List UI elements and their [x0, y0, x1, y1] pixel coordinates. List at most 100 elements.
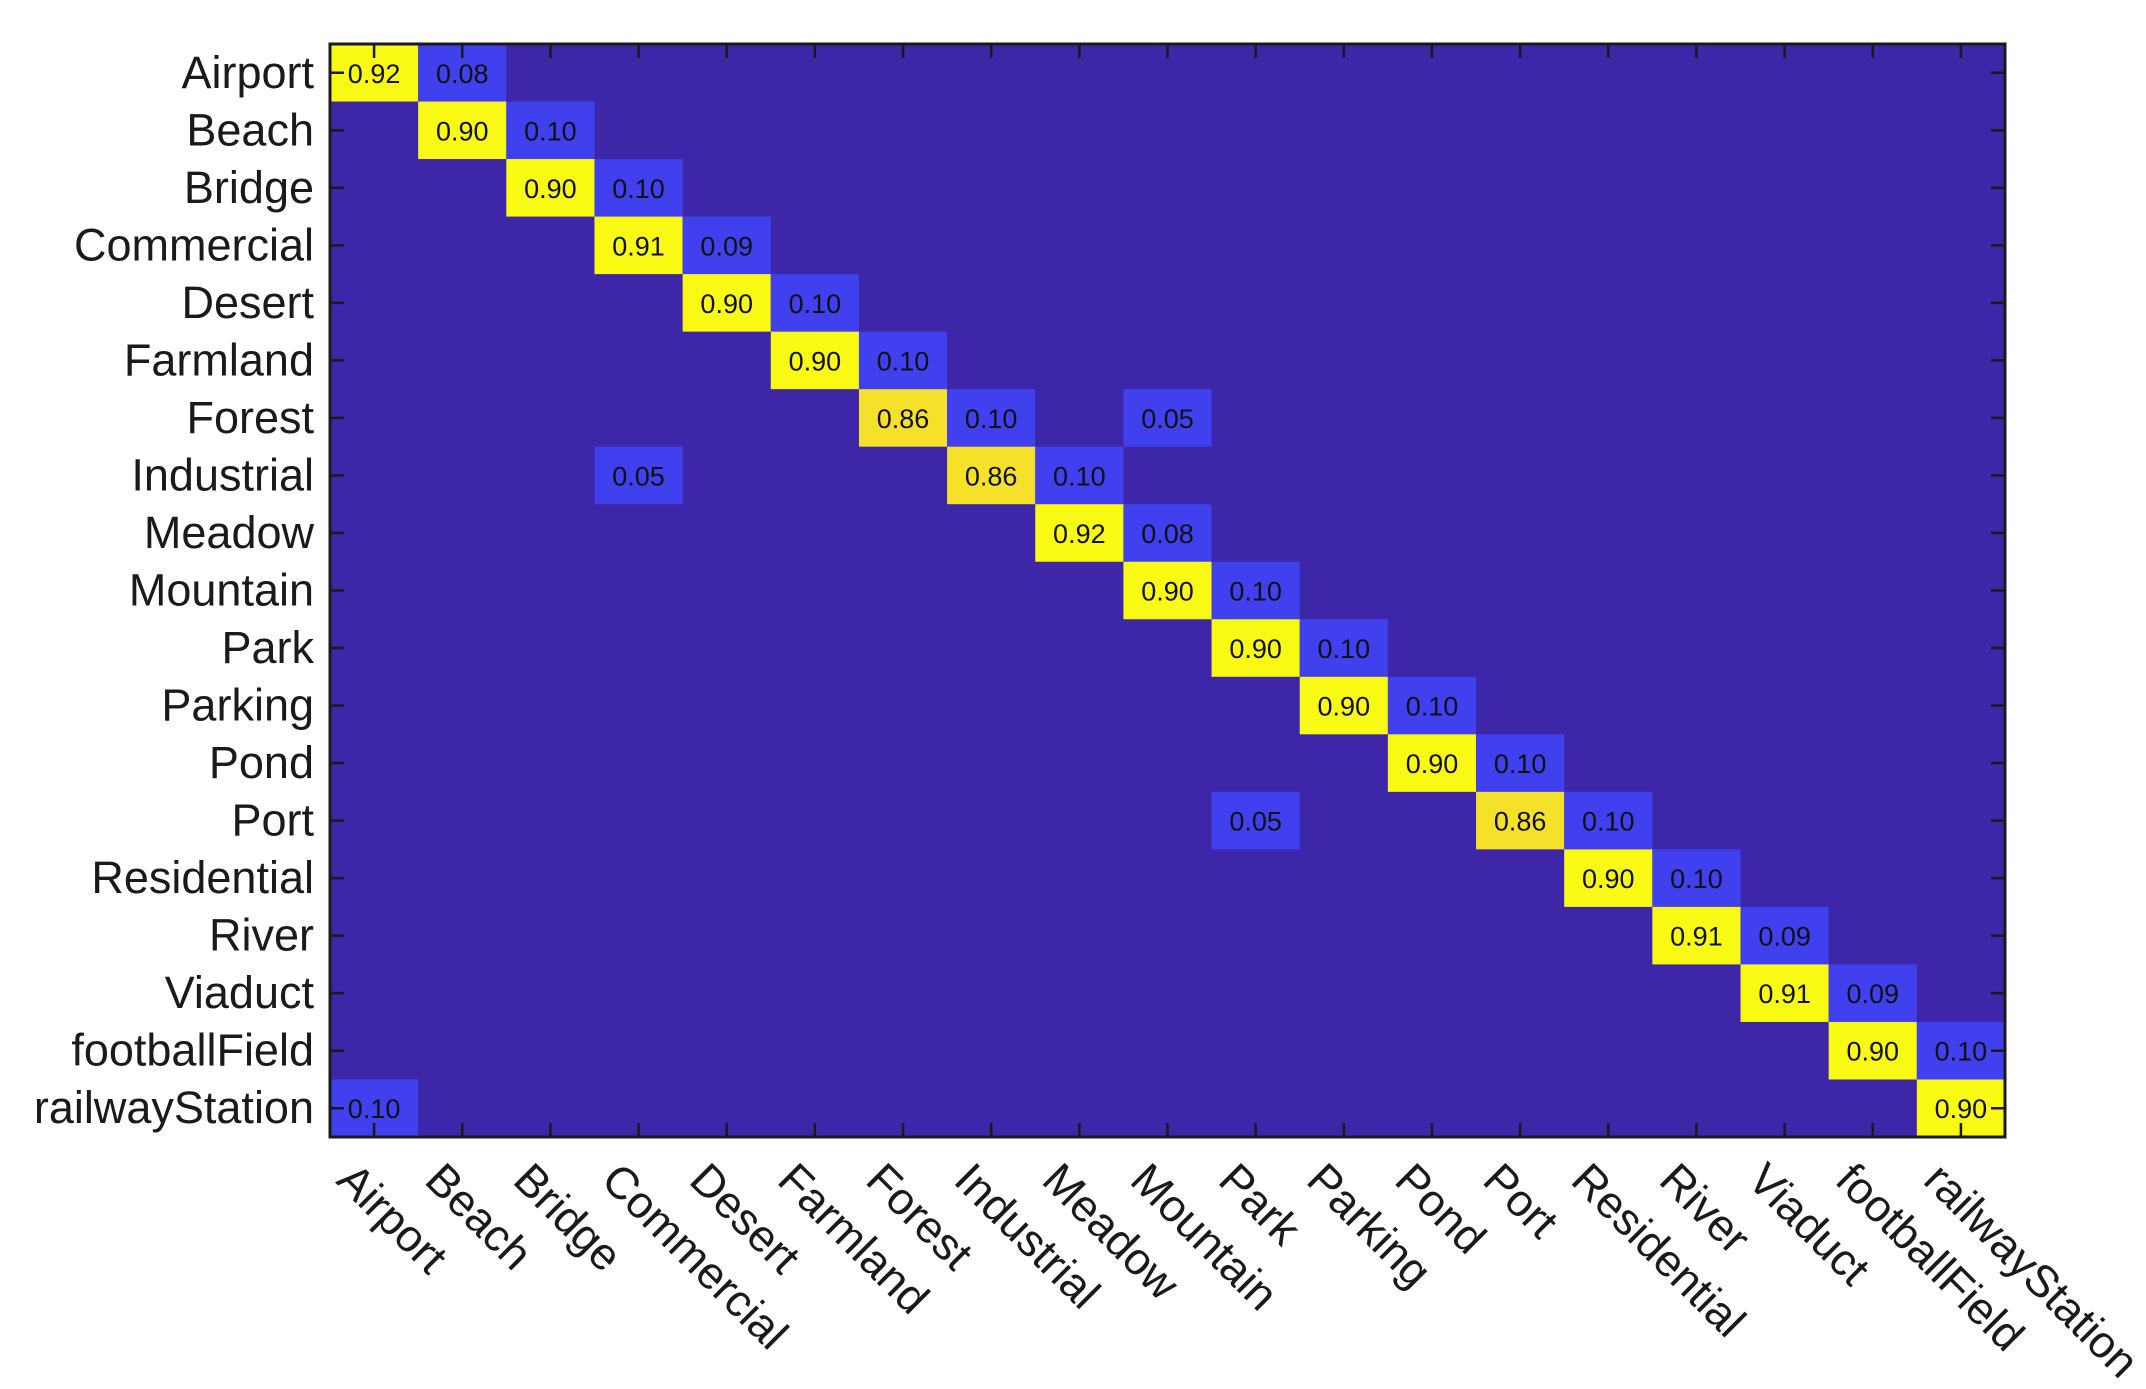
cell-value-label: 0.90 [524, 174, 577, 204]
cell-value-label: 0.90 [1229, 634, 1282, 664]
cell-value-label: 0.10 [965, 404, 1018, 434]
heatmap-cell [682, 216, 771, 275]
heatmap-cell [1916, 1021, 2005, 1080]
y-tick-label: Viaduct [165, 967, 315, 1018]
cell-value-label: 0.90 [700, 289, 753, 319]
cell-value-label: 0.05 [612, 461, 665, 491]
cell-value-label: 0.90 [1141, 577, 1194, 607]
heatmap-cell [947, 389, 1036, 447]
heatmap-cell [1387, 734, 1477, 792]
cell-value-label: 0.92 [348, 59, 401, 89]
y-tick-label: Port [231, 795, 314, 846]
cell-value-label: 0.09 [1758, 922, 1811, 952]
y-tick-label: Meadow [144, 507, 315, 558]
heatmap-cell [682, 274, 771, 332]
cell-value-label: 0.92 [1053, 519, 1106, 549]
heatmap-cell [506, 159, 595, 217]
cell-value-label: 0.10 [1935, 1037, 1988, 1067]
heatmap-cell [418, 101, 507, 160]
y-tick-label: Beach [186, 104, 314, 155]
cell-value-label: 0.91 [612, 231, 665, 261]
y-tick-label: Farmland [124, 334, 314, 385]
y-tick-label: River [209, 910, 314, 961]
cell-value-label: 0.09 [700, 231, 753, 261]
cell-value-label: 0.91 [1758, 979, 1811, 1009]
y-tick-label: Forest [186, 392, 314, 443]
heatmap-cell [1828, 964, 1917, 1022]
heatmap-cell [1035, 446, 1124, 505]
y-tick-label: Industrial [131, 449, 314, 500]
heatmap-cell [1740, 964, 1829, 1022]
y-tick-label: railwayStation [34, 1082, 314, 1133]
cell-value-label: 0.10 [1494, 749, 1547, 779]
heatmap-cell [1211, 561, 1300, 620]
cell-value-label: 0.10 [1582, 807, 1635, 837]
y-tick-label: Residential [91, 852, 314, 903]
plot-frame [328, 42, 2007, 1139]
y-tick-label: footballField [71, 1025, 314, 1076]
heatmap-cells: 0.92 0.08 0.90 0.10 0.90 0.10 0.91 0.09 0.90 0.10… [330, 44, 2005, 1137]
cell-value-label: 0.08 [1141, 519, 1194, 549]
heatmap-cell [1476, 734, 1565, 792]
cell-value-label: 0.90 [1935, 1094, 1988, 1124]
cell-value-label: 0.10 [524, 116, 577, 146]
heatmap-cell [1211, 791, 1300, 850]
y-tick-label: Bridge [184, 162, 314, 213]
heatmap-cell [1299, 619, 1388, 677]
y-axis-tick-labels: Airport Beach Bridge Commercial Desert Farmla… [34, 47, 315, 1133]
heatmap-cell [594, 446, 683, 505]
heatmap-cell [770, 274, 859, 332]
cell-value-label: 0.10 [877, 346, 930, 376]
cell-value-label: 0.10 [1670, 864, 1723, 894]
cell-value-label: 0.10 [1318, 634, 1371, 664]
heatmap-cell [506, 101, 595, 160]
heatmap-cell [594, 216, 683, 275]
cell-value-label: 0.91 [1670, 922, 1723, 952]
heatmap-cell [1123, 389, 1212, 447]
heatmap-cell [1123, 504, 1212, 562]
heatmap-cell [1123, 561, 1212, 620]
cell-value-label: 0.10 [612, 174, 665, 204]
cell-value-label: 0.86 [1494, 807, 1547, 837]
cell-value-label: 0.90 [1406, 749, 1459, 779]
cell-value-label: 0.10 [1229, 577, 1282, 607]
cell-value-label: 0.10 [1406, 692, 1459, 722]
heatmap-cell [1564, 849, 1653, 907]
heatmap-cell [770, 331, 859, 390]
cell-value-label: 0.86 [965, 461, 1018, 491]
cell-value-label: 0.08 [436, 59, 489, 89]
heatmap-cell [1828, 1021, 1917, 1080]
x-axis-tick-labels: AirportBeachBridgeCommercialDesertFarmla… [328, 1153, 2146, 1387]
cell-value-label: 0.90 [436, 116, 489, 146]
heatmap-cell [1035, 504, 1124, 562]
y-tick-label: Airport [181, 47, 314, 98]
y-tick-label: Mountain [129, 565, 314, 616]
heatmap-cell [1652, 906, 1741, 965]
heatmap-cell [1211, 619, 1300, 677]
y-tick-label: Park [221, 622, 314, 673]
heatmap-cell [1299, 676, 1388, 735]
axis-tick-marks [330, 44, 2005, 1137]
heatmap-cell [594, 159, 683, 217]
heatmap-cell [1476, 791, 1565, 850]
y-tick-label: Pond [209, 737, 314, 788]
cell-value-label: 0.10 [789, 289, 842, 319]
heatmap-cell [858, 331, 948, 390]
cell-value-label: 0.90 [1582, 864, 1635, 894]
cell-value-label: 0.10 [348, 1094, 401, 1124]
y-tick-label: Parking [161, 680, 314, 731]
cell-value-label: 0.10 [1053, 461, 1106, 491]
cell-value-label: 0.90 [1846, 1037, 1899, 1067]
heatmap-cell [1387, 676, 1477, 735]
cell-value-label: 0.05 [1141, 404, 1194, 434]
heatmap-cell [1740, 906, 1829, 965]
heatmap-cell [947, 446, 1036, 505]
cell-value-label: 0.90 [1318, 692, 1371, 722]
heatmap-cell [858, 389, 948, 447]
heatmap-cell [1652, 849, 1741, 907]
heatmap-cell [1564, 791, 1653, 850]
cell-value-label: 0.09 [1846, 979, 1899, 1009]
y-tick-label: Commercial [74, 219, 314, 270]
cell-value-label: 0.05 [1229, 807, 1282, 837]
